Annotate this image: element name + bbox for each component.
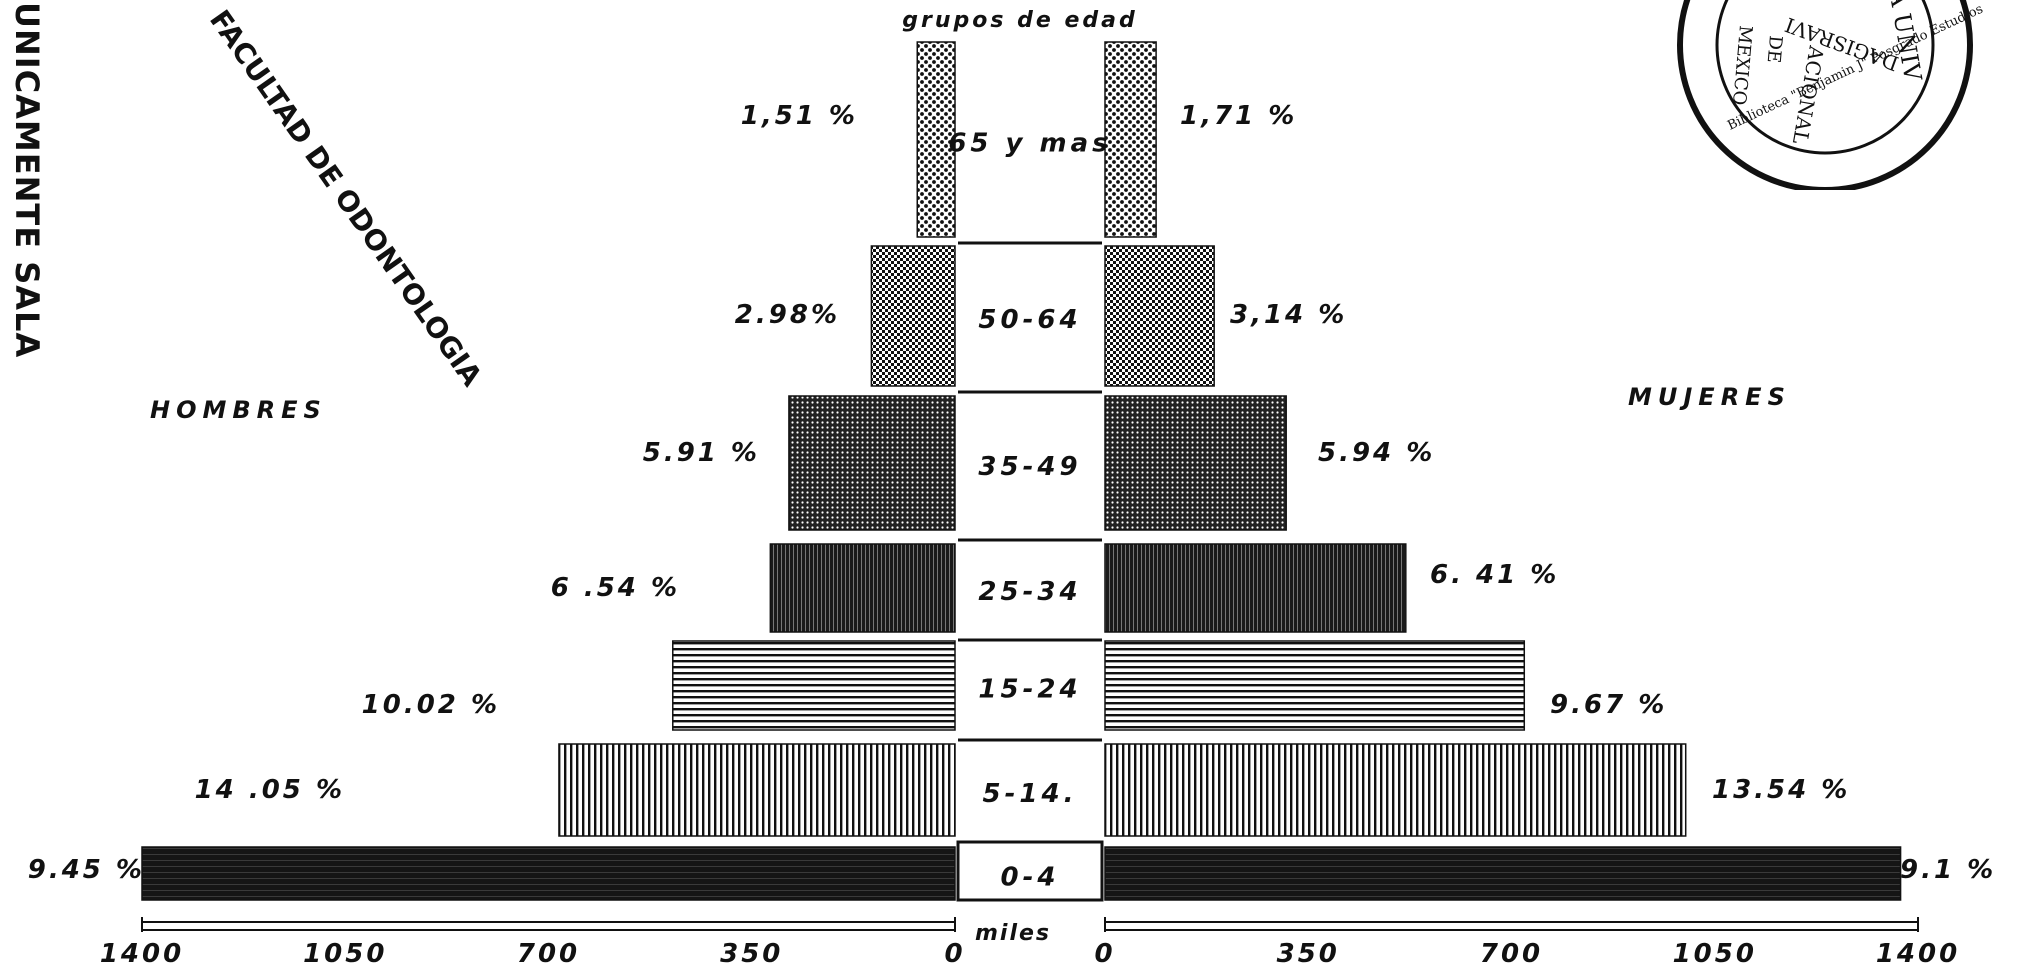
- female-percent-label-4: 9.67 %: [1550, 690, 1667, 720]
- x-tick-left-1: 1050: [303, 939, 387, 964]
- age-group-label-0: 65 y mas: [948, 129, 1111, 159]
- male-bar-3: [769, 543, 956, 633]
- stamp-line-2: DE: [1763, 35, 1786, 64]
- library-stamp: ACIONAL DE MEXICO E LA UNIV DAGISRAVI Bi…: [1677, 0, 1985, 190]
- male-bar-0: [916, 41, 956, 238]
- legend-male-label: HOMBRES: [150, 396, 327, 424]
- female-percent-label-6: 9.1 %: [1900, 855, 1996, 885]
- x-tick-right-2: 700: [1480, 939, 1543, 964]
- male-bar-6: [141, 846, 956, 901]
- age-group-label-5: 5-14.: [983, 779, 1078, 809]
- female-bar-6: [1104, 846, 1902, 901]
- female-bar-1: [1104, 245, 1215, 387]
- female-percent-label-2: 5.94 %: [1318, 438, 1435, 468]
- stamp-outer-ring: [1677, 0, 1973, 190]
- male-percent-label-6: 9.45 %: [28, 855, 145, 885]
- x-tick-right-3: 1050: [1673, 939, 1757, 964]
- x-tick-left-2: 700: [517, 939, 580, 964]
- male-percent-labels: 1,51 % 2.98% 5.91 % 6 .54 % 10.02 % 14 .05 % 9…: [28, 101, 858, 885]
- female-percent-label-5: 13.54 %: [1712, 775, 1850, 805]
- x-tick-left-4: 0: [944, 939, 965, 964]
- male-bar-4: [672, 640, 956, 731]
- male-bar-1: [870, 245, 956, 387]
- legend-female-label: MUJERES: [1628, 383, 1791, 411]
- x-tick-left-3: 350: [720, 939, 783, 964]
- male-percent-label-2: 5.91 %: [643, 438, 760, 468]
- female-bar-0: [1104, 41, 1157, 238]
- age-group-label-2: 35-49: [978, 452, 1081, 482]
- male-bar-5: [558, 743, 956, 837]
- x-tick-right-1: 350: [1277, 939, 1340, 964]
- x-axes: 1400 1050 700 350 0 0 350 700 1050 1400: [100, 917, 1960, 964]
- x-axis-right: [1104, 921, 1919, 931]
- age-group-label-1: 50-64: [978, 305, 1081, 335]
- male-percent-label-5: 14 .05 %: [195, 775, 345, 805]
- age-group-label-6: 0-4: [1001, 863, 1060, 893]
- x-unit-label: miles: [975, 921, 1051, 946]
- male-percent-label-4: 10.02 %: [362, 690, 500, 720]
- x-axis-left: [141, 921, 956, 931]
- female-bar-5: [1104, 743, 1687, 837]
- female-bar-2: [1104, 395, 1287, 531]
- age-group-label-3: 25-34: [978, 577, 1081, 607]
- male-bars: [141, 41, 956, 901]
- male-percent-label-0: 1,51 %: [741, 101, 858, 131]
- age-group-box-youngest: [956, 840, 1104, 902]
- x-tick-right-0: 0: [1094, 939, 1115, 964]
- female-percent-label-0: 1,71 %: [1180, 101, 1297, 131]
- female-bar-3: [1104, 543, 1407, 633]
- female-bars: [1104, 41, 1902, 901]
- male-bar-2: [788, 395, 956, 531]
- male-percent-label-3: 6 .54 %: [551, 573, 680, 603]
- male-percent-label-1: 2.98%: [735, 300, 840, 330]
- age-group-column: 65 y mas 50-64 35-49 25-34 15-24 5-14. 0-4: [948, 129, 1111, 902]
- female-bar-4: [1104, 640, 1526, 731]
- x-tick-right-4: 1400: [1876, 939, 1960, 964]
- stamp-inner-ring: [1715, 0, 1935, 155]
- female-percent-label-1: 3,14 %: [1230, 300, 1347, 330]
- age-group-label-4: 15-24: [978, 675, 1081, 705]
- x-tick-left-0: 1400: [100, 939, 184, 964]
- female-percent-label-3: 6. 41 %: [1430, 560, 1559, 590]
- center-header-title: grupos de edad: [902, 8, 1137, 33]
- female-percent-labels: 1,71 % 3,14 % 5.94 % 6. 41 % 9.67 % 13.54 % 9.…: [1180, 101, 1996, 885]
